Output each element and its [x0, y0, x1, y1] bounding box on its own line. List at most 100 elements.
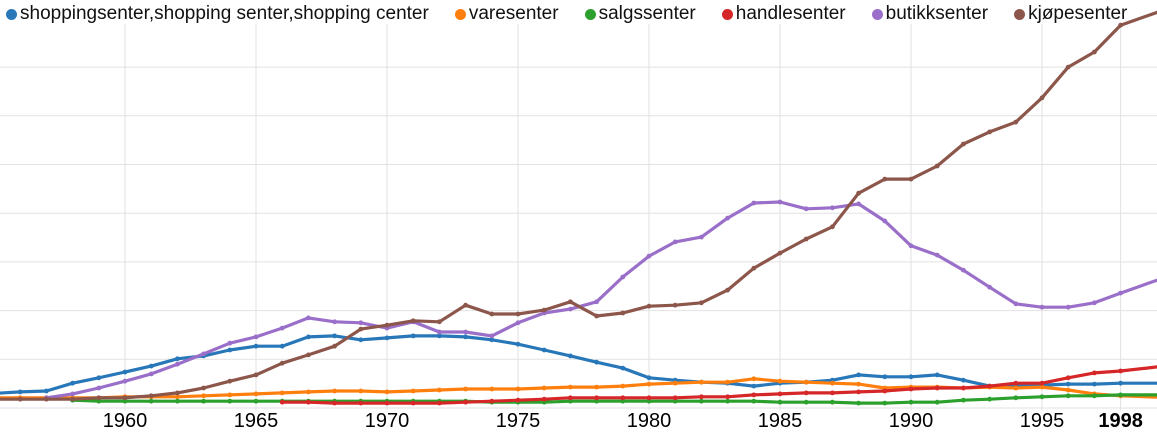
- data-point-butikksenter-1973: [463, 329, 468, 335]
- data-point-butikksenter-1961: [148, 371, 154, 377]
- data-point-varesenter-1974: [489, 386, 495, 392]
- x-tick-1975: 1975: [496, 410, 541, 432]
- legend-item-butikksenter[interactable]: butikksenter: [871, 3, 988, 25]
- data-point-shoppingsenter-1966: [279, 343, 285, 349]
- data-point-butikksenter-1990: [908, 243, 914, 249]
- data-point-kjopesenter-1991: [934, 163, 940, 169]
- data-point-shoppingsenter-1991: [934, 372, 940, 378]
- data-point-handlesenter-1975: [515, 397, 521, 403]
- data-point-kjopesenter-1964: [227, 378, 233, 384]
- x-tick-1985: 1985: [758, 410, 803, 432]
- data-point-varesenter-1982: [699, 379, 704, 385]
- data-point-kjopesenter-1992: [961, 141, 966, 147]
- data-point-butikksenter-1980: [646, 253, 652, 259]
- data-point-kjopesenter-1956: [17, 396, 23, 402]
- data-point-salgssenter-1998: [1118, 392, 1123, 398]
- data-point-varesenter-1979: [620, 383, 626, 389]
- data-point-varesenter-1985: [777, 378, 783, 384]
- x-tick-1965: 1965: [234, 410, 279, 432]
- legend-item-varesenter[interactable]: varesenter: [454, 3, 559, 25]
- data-point-shoppingsenter-1970: [384, 335, 390, 341]
- data-point-kjopesenter-1969: [358, 326, 364, 332]
- x-tick-1995: 1995: [1020, 410, 1065, 432]
- data-point-salgssenter-1984: [751, 398, 757, 404]
- data-point-kjopesenter-1966: [279, 360, 285, 366]
- data-point-shoppingsenter-1971: [410, 333, 416, 339]
- data-point-butikksenter-1992: [961, 267, 966, 273]
- data-point-handlesenter-1967: [306, 399, 311, 405]
- data-point-varesenter-1963: [201, 393, 207, 399]
- data-point-kjopesenter-1995: [1039, 95, 1045, 101]
- data-point-shoppingsenter-1990: [908, 374, 914, 380]
- data-point-kjopesenter-1984: [751, 265, 757, 271]
- data-point-kjopesenter-1993: [987, 129, 992, 135]
- legend-item-kjopesenter[interactable]: kjøpesenter: [1014, 3, 1127, 25]
- data-point-handlesenter-1971: [410, 400, 416, 406]
- data-point-salgssenter-1985: [777, 399, 783, 405]
- data-point-salgssenter-1995: [1039, 394, 1045, 400]
- legend-item-salgssenter[interactable]: salgssenter: [584, 3, 696, 25]
- data-point-kjopesenter-1973: [463, 302, 468, 308]
- data-point-handlesenter-1969: [358, 400, 364, 406]
- data-point-varesenter-1964: [227, 392, 233, 398]
- data-point-handlesenter-1983: [725, 394, 730, 400]
- data-point-shoppingsenter-1979: [620, 365, 626, 371]
- data-point-salgssenter-1979: [620, 398, 626, 404]
- data-point-varesenter-1981: [672, 380, 678, 386]
- data-point-kjopesenter-1980: [646, 303, 652, 309]
- data-point-handlesenter-1991: [934, 385, 940, 391]
- data-point-handlesenter-1976: [541, 396, 547, 402]
- data-point-butikksenter-1964: [227, 340, 233, 346]
- data-point-kjopesenter-1974: [489, 311, 495, 317]
- data-point-butikksenter-1972: [437, 329, 442, 335]
- data-point-salgssenter-1959: [96, 398, 102, 404]
- data-point-salgssenter-1980: [646, 398, 652, 404]
- data-point-salgssenter-1986: [803, 399, 809, 405]
- series-line-butikksenter[interactable]: [44, 200, 1157, 400]
- series-butikksenter[interactable]: [44, 199, 1157, 401]
- data-point-handlesenter-1979: [620, 395, 626, 401]
- data-point-salgssenter-1962: [175, 398, 180, 404]
- data-point-handlesenter-1989: [882, 388, 888, 394]
- data-point-salgssenter-1987: [830, 399, 835, 405]
- data-point-salgssenter-1993: [987, 396, 992, 402]
- data-point-kjopesenter-1985: [777, 250, 783, 256]
- data-point-varesenter-1977: [568, 384, 573, 390]
- data-point-varesenter-1988: [856, 381, 861, 387]
- data-point-varesenter-1975: [515, 386, 521, 392]
- data-point-handlesenter-1996: [1065, 375, 1071, 381]
- data-point-shoppingsenter-1996: [1065, 381, 1071, 387]
- legend-label-salgssenter: salgssenter: [598, 3, 696, 24]
- data-point-handlesenter-1995: [1039, 380, 1045, 386]
- data-point-handlesenter-1970: [384, 400, 390, 406]
- data-point-shoppingsenter-1973: [463, 334, 468, 340]
- data-point-shoppingsenter-1975: [515, 341, 521, 347]
- data-point-varesenter-1983: [725, 379, 730, 385]
- data-point-varesenter-1968: [332, 388, 337, 394]
- data-point-butikksenter-1962: [175, 361, 180, 367]
- legend-item-shoppingsenter[interactable]: shoppingsenter,shopping senter,shopping …: [6, 3, 429, 25]
- data-point-salgssenter-1963: [201, 398, 207, 404]
- data-point-kjopesenter-1979: [620, 310, 626, 316]
- data-point-salgssenter-1989: [882, 400, 888, 406]
- data-point-shoppingsenter-1980: [646, 375, 652, 381]
- data-point-butikksenter-1966: [279, 325, 285, 331]
- series-handlesenter[interactable]: [279, 365, 1157, 406]
- series-line-kjopesenter[interactable]: [0, 10, 1157, 401]
- series-kjopesenter[interactable]: [0, 10, 1157, 402]
- data-point-handlesenter-1980: [646, 395, 652, 401]
- data-point-handlesenter-1988: [856, 389, 861, 395]
- data-point-handlesenter-1986: [803, 390, 809, 396]
- data-point-kjopesenter-1972: [437, 319, 442, 325]
- data-point-butikksenter-1959: [96, 385, 102, 391]
- data-point-varesenter-1967: [306, 389, 311, 395]
- legend-item-handlesenter[interactable]: handlesenter: [721, 3, 846, 25]
- chart-legend: shoppingsenter,shopping senter,shopping …: [6, 2, 1157, 26]
- series-line-varesenter[interactable]: [0, 377, 1157, 400]
- data-point-shoppingsenter-1967: [306, 334, 311, 340]
- data-point-handlesenter-1985: [777, 391, 783, 397]
- x-tick-1960: 1960: [103, 410, 148, 432]
- data-point-kjopesenter-1960: [122, 395, 128, 401]
- x-tick-1990: 1990: [889, 410, 934, 432]
